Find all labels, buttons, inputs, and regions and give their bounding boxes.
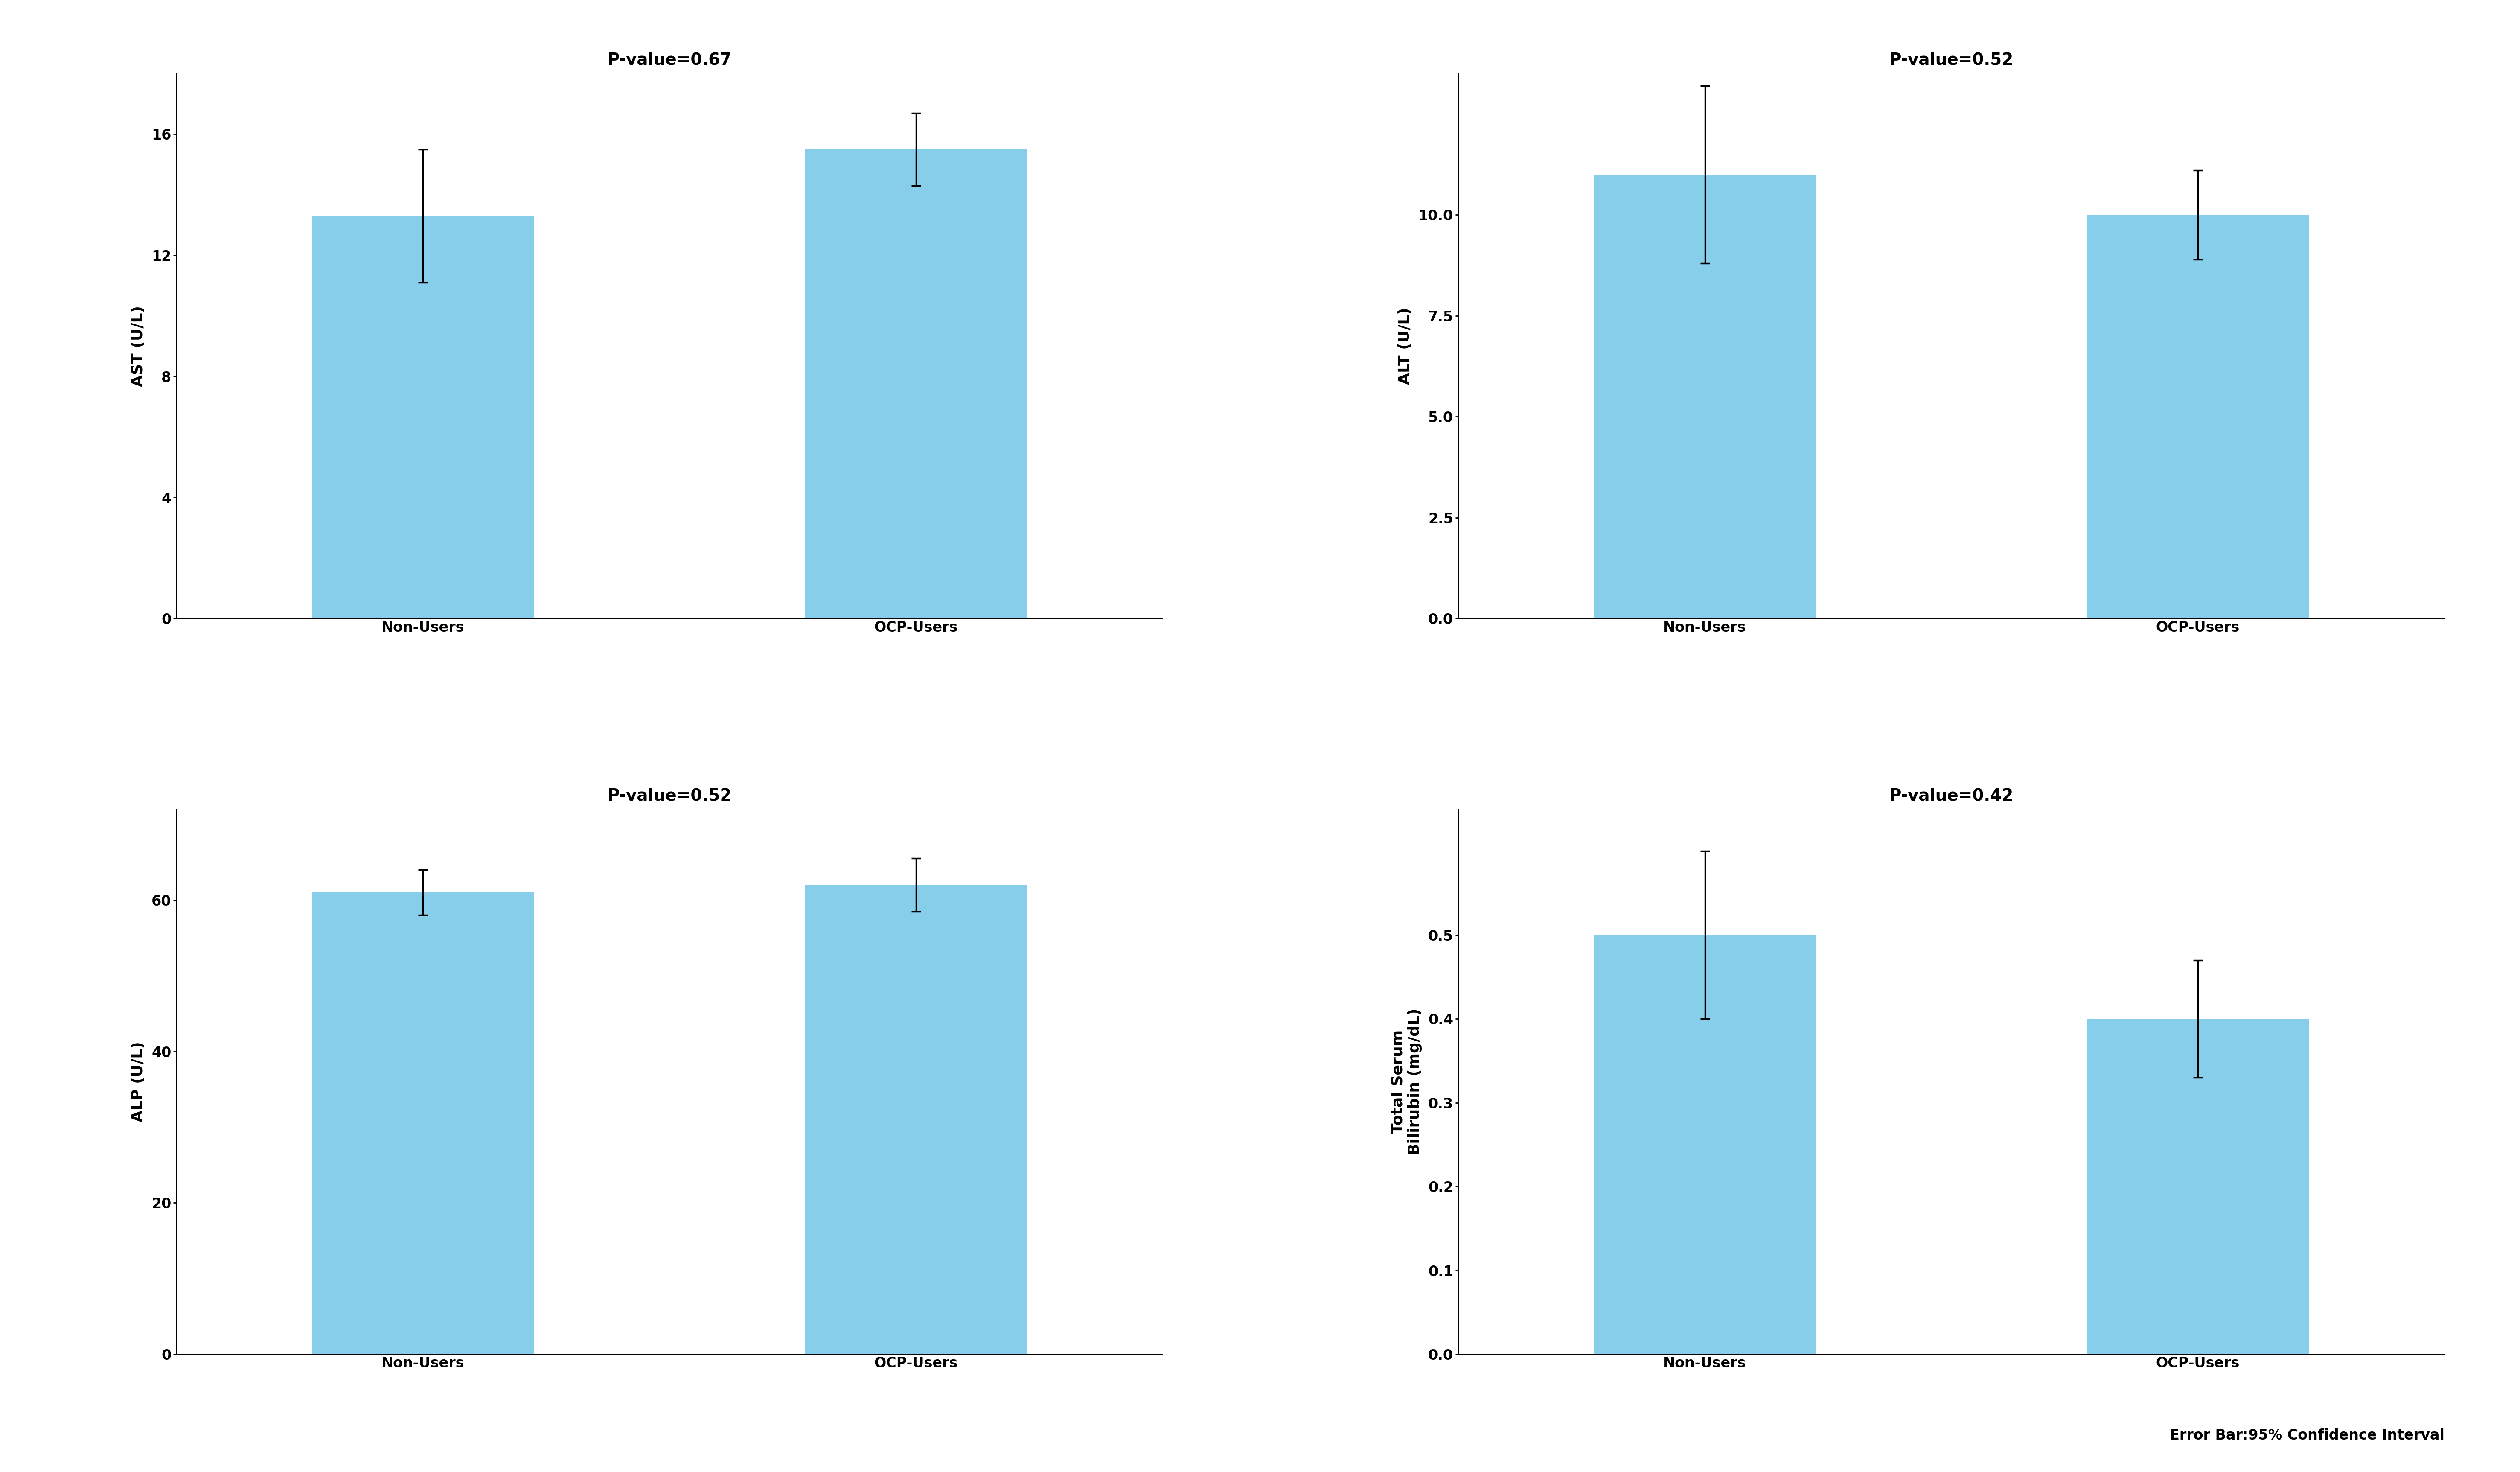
Bar	[312, 892, 534, 1354]
Y-axis label: ALT (U/L): ALT (U/L)	[1399, 308, 1411, 384]
Bar	[2087, 1019, 2308, 1354]
Title: P-value=0.52: P-value=0.52	[1890, 52, 2013, 68]
Text: Error Bar:95% Confidence Interval: Error Bar:95% Confidence Interval	[2170, 1428, 2444, 1443]
Bar	[1595, 175, 1817, 618]
Title: P-value=0.52: P-value=0.52	[607, 788, 731, 804]
Y-axis label: ALP (U/L): ALP (U/L)	[131, 1042, 146, 1122]
Bar	[2087, 215, 2308, 618]
Y-axis label: Total Serum
Bilirubin (mg/dL): Total Serum Bilirubin (mg/dL)	[1391, 1008, 1421, 1156]
Bar	[804, 885, 1028, 1354]
Title: P-value=0.67: P-value=0.67	[607, 52, 731, 68]
Bar	[804, 149, 1028, 618]
Y-axis label: AST (U/L): AST (U/L)	[131, 306, 146, 387]
Title: P-value=0.42: P-value=0.42	[1890, 788, 2013, 804]
Bar	[1595, 935, 1817, 1354]
Bar	[312, 216, 534, 618]
